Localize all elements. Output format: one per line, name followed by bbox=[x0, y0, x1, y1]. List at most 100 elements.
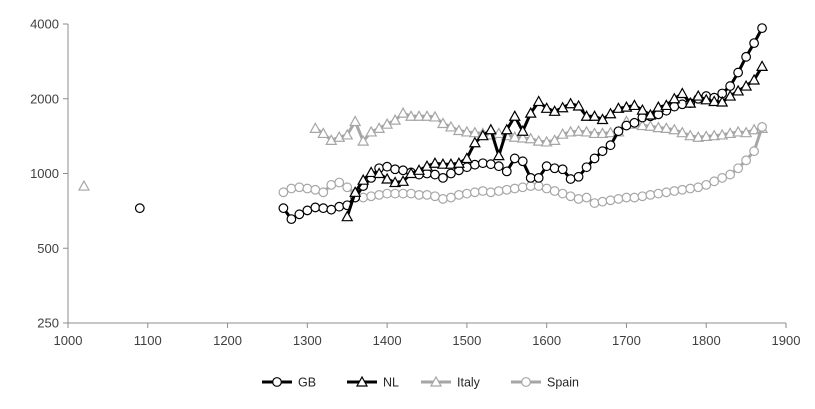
data-point-spain bbox=[406, 188, 416, 199]
data-point-spain bbox=[342, 182, 353, 193]
data-point-gb bbox=[581, 162, 592, 173]
data-point-italy bbox=[452, 124, 465, 136]
data-point-italy bbox=[636, 119, 649, 131]
x-tick-label: 1000 bbox=[54, 333, 83, 348]
data-point-gb bbox=[302, 205, 313, 216]
data-point-spain bbox=[414, 190, 424, 200]
data-point-italy bbox=[748, 123, 761, 135]
isolated-point-gb bbox=[134, 203, 145, 214]
data-point-italy bbox=[341, 128, 354, 140]
data-point-nl bbox=[373, 167, 386, 179]
legend-marker-nl bbox=[355, 375, 369, 387]
data-point-nl bbox=[389, 176, 402, 188]
series-spain bbox=[278, 122, 767, 208]
x-tick-label: 1400 bbox=[373, 333, 402, 348]
data-point-gb bbox=[605, 140, 616, 151]
data-point-italy bbox=[405, 110, 418, 121]
data-point-gb bbox=[565, 174, 576, 184]
data-point-italy bbox=[389, 113, 402, 125]
data-point-nl bbox=[508, 110, 521, 121]
data-point-spain bbox=[717, 173, 728, 183]
data-point-spain bbox=[669, 186, 680, 196]
x-tick-label: 1200 bbox=[213, 333, 242, 348]
data-point-spain bbox=[685, 183, 696, 194]
data-point-nl bbox=[484, 123, 497, 135]
data-point-nl bbox=[532, 95, 545, 107]
data-point-spain bbox=[733, 163, 744, 174]
data-point-gb bbox=[589, 153, 600, 164]
series-nl bbox=[341, 60, 769, 222]
data-point-nl bbox=[668, 92, 681, 104]
data-point-italy bbox=[644, 120, 657, 131]
data-point-italy bbox=[428, 110, 441, 122]
data-point-spain bbox=[469, 187, 480, 198]
data-point-nl bbox=[413, 164, 426, 175]
data-point-gb bbox=[613, 126, 624, 137]
data-point-spain bbox=[725, 169, 736, 180]
data-point-italy bbox=[676, 126, 689, 138]
data-point-italy bbox=[572, 124, 585, 136]
data-point-italy bbox=[652, 121, 665, 133]
data-point-nl bbox=[580, 110, 593, 121]
data-point-spain bbox=[677, 184, 688, 195]
data-point-nl bbox=[357, 173, 370, 185]
data-point-gb bbox=[286, 214, 297, 225]
data-point-italy bbox=[708, 129, 721, 141]
data-point-italy bbox=[548, 134, 561, 145]
data-point-nl bbox=[676, 87, 689, 99]
data-point-spain bbox=[430, 191, 440, 202]
data-point-italy bbox=[716, 128, 729, 140]
data-point-nl bbox=[397, 175, 410, 186]
axes: 250 500 1000 2000 4000 1000 1100 1200 1300 1400 15… bbox=[30, 17, 800, 349]
legend-item-italy: Italy bbox=[421, 376, 481, 390]
data-point-spain bbox=[461, 188, 472, 199]
data-point-nl bbox=[660, 99, 673, 111]
data-point-nl bbox=[436, 157, 449, 169]
data-point-spain bbox=[629, 192, 640, 203]
data-point-spain bbox=[477, 186, 488, 196]
data-point-spain bbox=[398, 188, 408, 199]
data-point-nl bbox=[684, 96, 697, 108]
data-point-spain bbox=[310, 184, 321, 195]
data-point-gb bbox=[310, 202, 321, 213]
data-point-nl bbox=[381, 172, 394, 184]
data-point-gb bbox=[597, 146, 608, 157]
data-point-spain bbox=[358, 192, 369, 203]
data-point-nl bbox=[492, 149, 505, 161]
data-point-spain bbox=[757, 122, 767, 132]
x-tick-label: 1100 bbox=[134, 333, 162, 348]
data-point-nl bbox=[460, 152, 473, 164]
data-point-italy bbox=[325, 134, 338, 145]
data-point-gb bbox=[525, 173, 536, 183]
data-point-gb bbox=[485, 159, 496, 170]
data-point-nl bbox=[588, 110, 601, 121]
legend-marker-italy bbox=[429, 375, 443, 387]
isolated-point-italy bbox=[77, 179, 90, 191]
data-point-nl bbox=[476, 129, 489, 141]
data-point-spain bbox=[557, 188, 568, 199]
data-point-gb bbox=[557, 164, 568, 175]
data-point-spain bbox=[741, 155, 752, 166]
data-point-italy bbox=[365, 125, 378, 137]
data-point-italy bbox=[397, 106, 410, 118]
data-point-gb bbox=[733, 67, 744, 78]
y-tick-label: 1000 bbox=[30, 166, 59, 181]
data-point-italy bbox=[492, 127, 505, 139]
data-point-gb bbox=[509, 153, 520, 164]
series-gb bbox=[134, 23, 767, 225]
data-point-italy bbox=[349, 115, 362, 127]
data-point-gb bbox=[621, 120, 632, 131]
data-point-gb bbox=[757, 23, 767, 34]
data-point-nl bbox=[692, 89, 705, 101]
data-point-gb bbox=[438, 173, 448, 183]
data-point-spain bbox=[541, 183, 552, 194]
data-point-italy bbox=[596, 127, 609, 139]
data-point-gb bbox=[382, 161, 393, 172]
data-point-nl bbox=[596, 113, 609, 125]
data-point-gb bbox=[446, 168, 456, 179]
data-point-italy bbox=[317, 127, 330, 139]
data-point-gb bbox=[549, 163, 560, 174]
y-tick-label: 250 bbox=[37, 316, 59, 331]
data-point-italy bbox=[420, 110, 434, 121]
legend-item-spain: Spain bbox=[511, 376, 579, 390]
